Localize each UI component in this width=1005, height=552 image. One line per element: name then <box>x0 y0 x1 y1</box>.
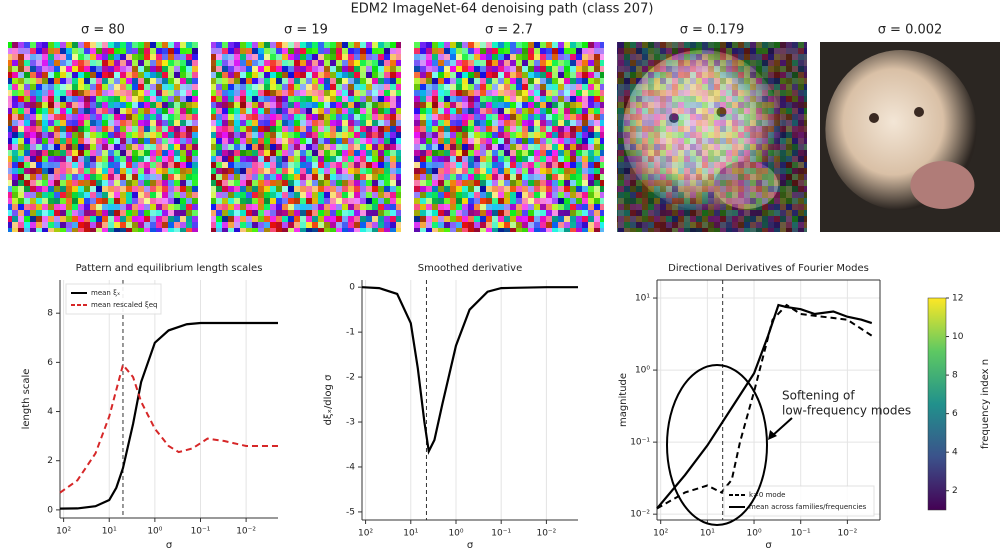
annotation: Softening of <box>782 389 855 403</box>
x-tick-label: 10¹ <box>403 529 418 539</box>
chart-title: Directional Derivatives of Fourier Modes <box>668 263 869 274</box>
line-series <box>362 287 578 451</box>
panel-label: σ = 80 <box>81 23 125 38</box>
panel-label: σ = 0.179 <box>680 23 745 38</box>
y-tick-label: 4 <box>47 407 53 417</box>
legend-label: mean across families/frequencies <box>749 503 867 511</box>
x-tick-label: 10¹ <box>102 527 117 537</box>
x-tick-label: 10² <box>653 529 668 539</box>
x-tick-label: 10⁰ <box>747 529 762 539</box>
x-axis-label: σ <box>467 540 474 551</box>
dog-eye <box>869 113 879 123</box>
noise-image <box>8 42 198 232</box>
annotation-ellipse <box>667 365 767 525</box>
x-tick-label: 10⁻² <box>837 529 857 539</box>
y-tick-label: 10¹ <box>635 294 650 304</box>
dog-muzzle <box>910 161 974 209</box>
panel-label: σ = 19 <box>284 23 328 38</box>
x-tick-label: 10⁰ <box>448 529 463 539</box>
y-tick-label: 2 <box>47 456 53 466</box>
x-tick-label: 10⁻² <box>236 527 256 537</box>
image <box>8 42 198 232</box>
y-axis-label: magnitude <box>618 373 629 427</box>
y-tick-label: 8 <box>47 309 53 319</box>
x-axis-label: σ <box>166 540 173 551</box>
chart-title: Smoothed derivative <box>418 263 522 274</box>
y-tick-label: 0 <box>47 505 53 515</box>
image <box>414 42 604 232</box>
colorbar-label: frequency index n <box>980 359 991 449</box>
line-series <box>60 365 278 493</box>
panel-label: σ = 2.7 <box>485 23 533 38</box>
legend-label: mean rescaled ξeq <box>91 301 157 309</box>
x-axis-label: σ <box>765 540 772 551</box>
y-tick-label: -2 <box>346 373 355 383</box>
y-tick-label: -3 <box>346 418 355 428</box>
line-series <box>60 323 278 509</box>
chart: Smoothed derivative σ dξₓ/dlog σ 10² 10¹ 10⁰ 1… <box>323 263 578 551</box>
y-tick-label: -5 <box>346 507 355 517</box>
noise-overlay <box>617 42 807 232</box>
y-tick-label: -1 <box>346 328 355 338</box>
y-tick-label: 6 <box>47 358 53 368</box>
x-tick-label: 10² <box>358 529 373 539</box>
x-tick-label: 10² <box>56 527 71 537</box>
annotation-arrow <box>772 418 792 436</box>
x-tick-label: 10⁻¹ <box>791 529 811 539</box>
chart: Directional Derivatives of Fourier Modes… <box>618 263 991 551</box>
figure-title: EDM2 ImageNet-64 denoising path (class 2… <box>351 2 654 17</box>
charts: Pattern and equilibrium length scales σ le… <box>21 263 991 551</box>
chart-title: Pattern and equilibrium length scales <box>76 263 263 274</box>
noise-image <box>414 42 604 232</box>
panel-label: σ = 0.002 <box>878 23 943 38</box>
x-tick-label: 10⁻¹ <box>491 529 511 539</box>
colorbar-tick-label: 4 <box>952 448 958 458</box>
annotation: low-frequency modes <box>782 404 911 418</box>
legend-label: mean ξₓ <box>91 289 120 297</box>
x-tick-label: 10¹ <box>700 529 715 539</box>
y-tick-label: 0 <box>349 283 355 293</box>
image-panels: σ = 80 σ = 19 σ = 2.7 σ = 0.179 σ = 0.002 <box>8 23 1000 233</box>
colorbar <box>928 298 946 510</box>
x-tick-label: 10⁻¹ <box>191 527 211 537</box>
y-tick-label: 10⁻¹ <box>630 438 650 448</box>
legend-box <box>724 486 874 516</box>
y-axis-label: dξₓ/dlog σ <box>323 374 334 426</box>
dog-eye <box>914 107 924 117</box>
image <box>820 42 1000 232</box>
x-tick-label: 10⁰ <box>147 527 162 537</box>
colorbar-tick-label: 6 <box>952 409 958 419</box>
image <box>617 42 807 232</box>
y-tick-label: 10⁻² <box>630 510 650 520</box>
colorbar-tick-label: 12 <box>952 294 963 304</box>
colorbar-tick-label: 2 <box>952 486 958 496</box>
chart: Pattern and equilibrium length scales σ le… <box>21 263 278 551</box>
x-tick-label: 10⁻² <box>536 529 556 539</box>
y-axis-label: length scale <box>21 369 32 430</box>
figure: EDM2 ImageNet-64 denoising path (class 2… <box>0 0 1005 552</box>
y-tick-label: 10⁰ <box>635 366 650 376</box>
image <box>211 42 401 232</box>
noise-image <box>211 42 401 232</box>
y-tick-label: -4 <box>346 462 355 472</box>
colorbar-tick-label: 10 <box>952 332 964 342</box>
colorbar-tick-label: 8 <box>952 371 958 381</box>
